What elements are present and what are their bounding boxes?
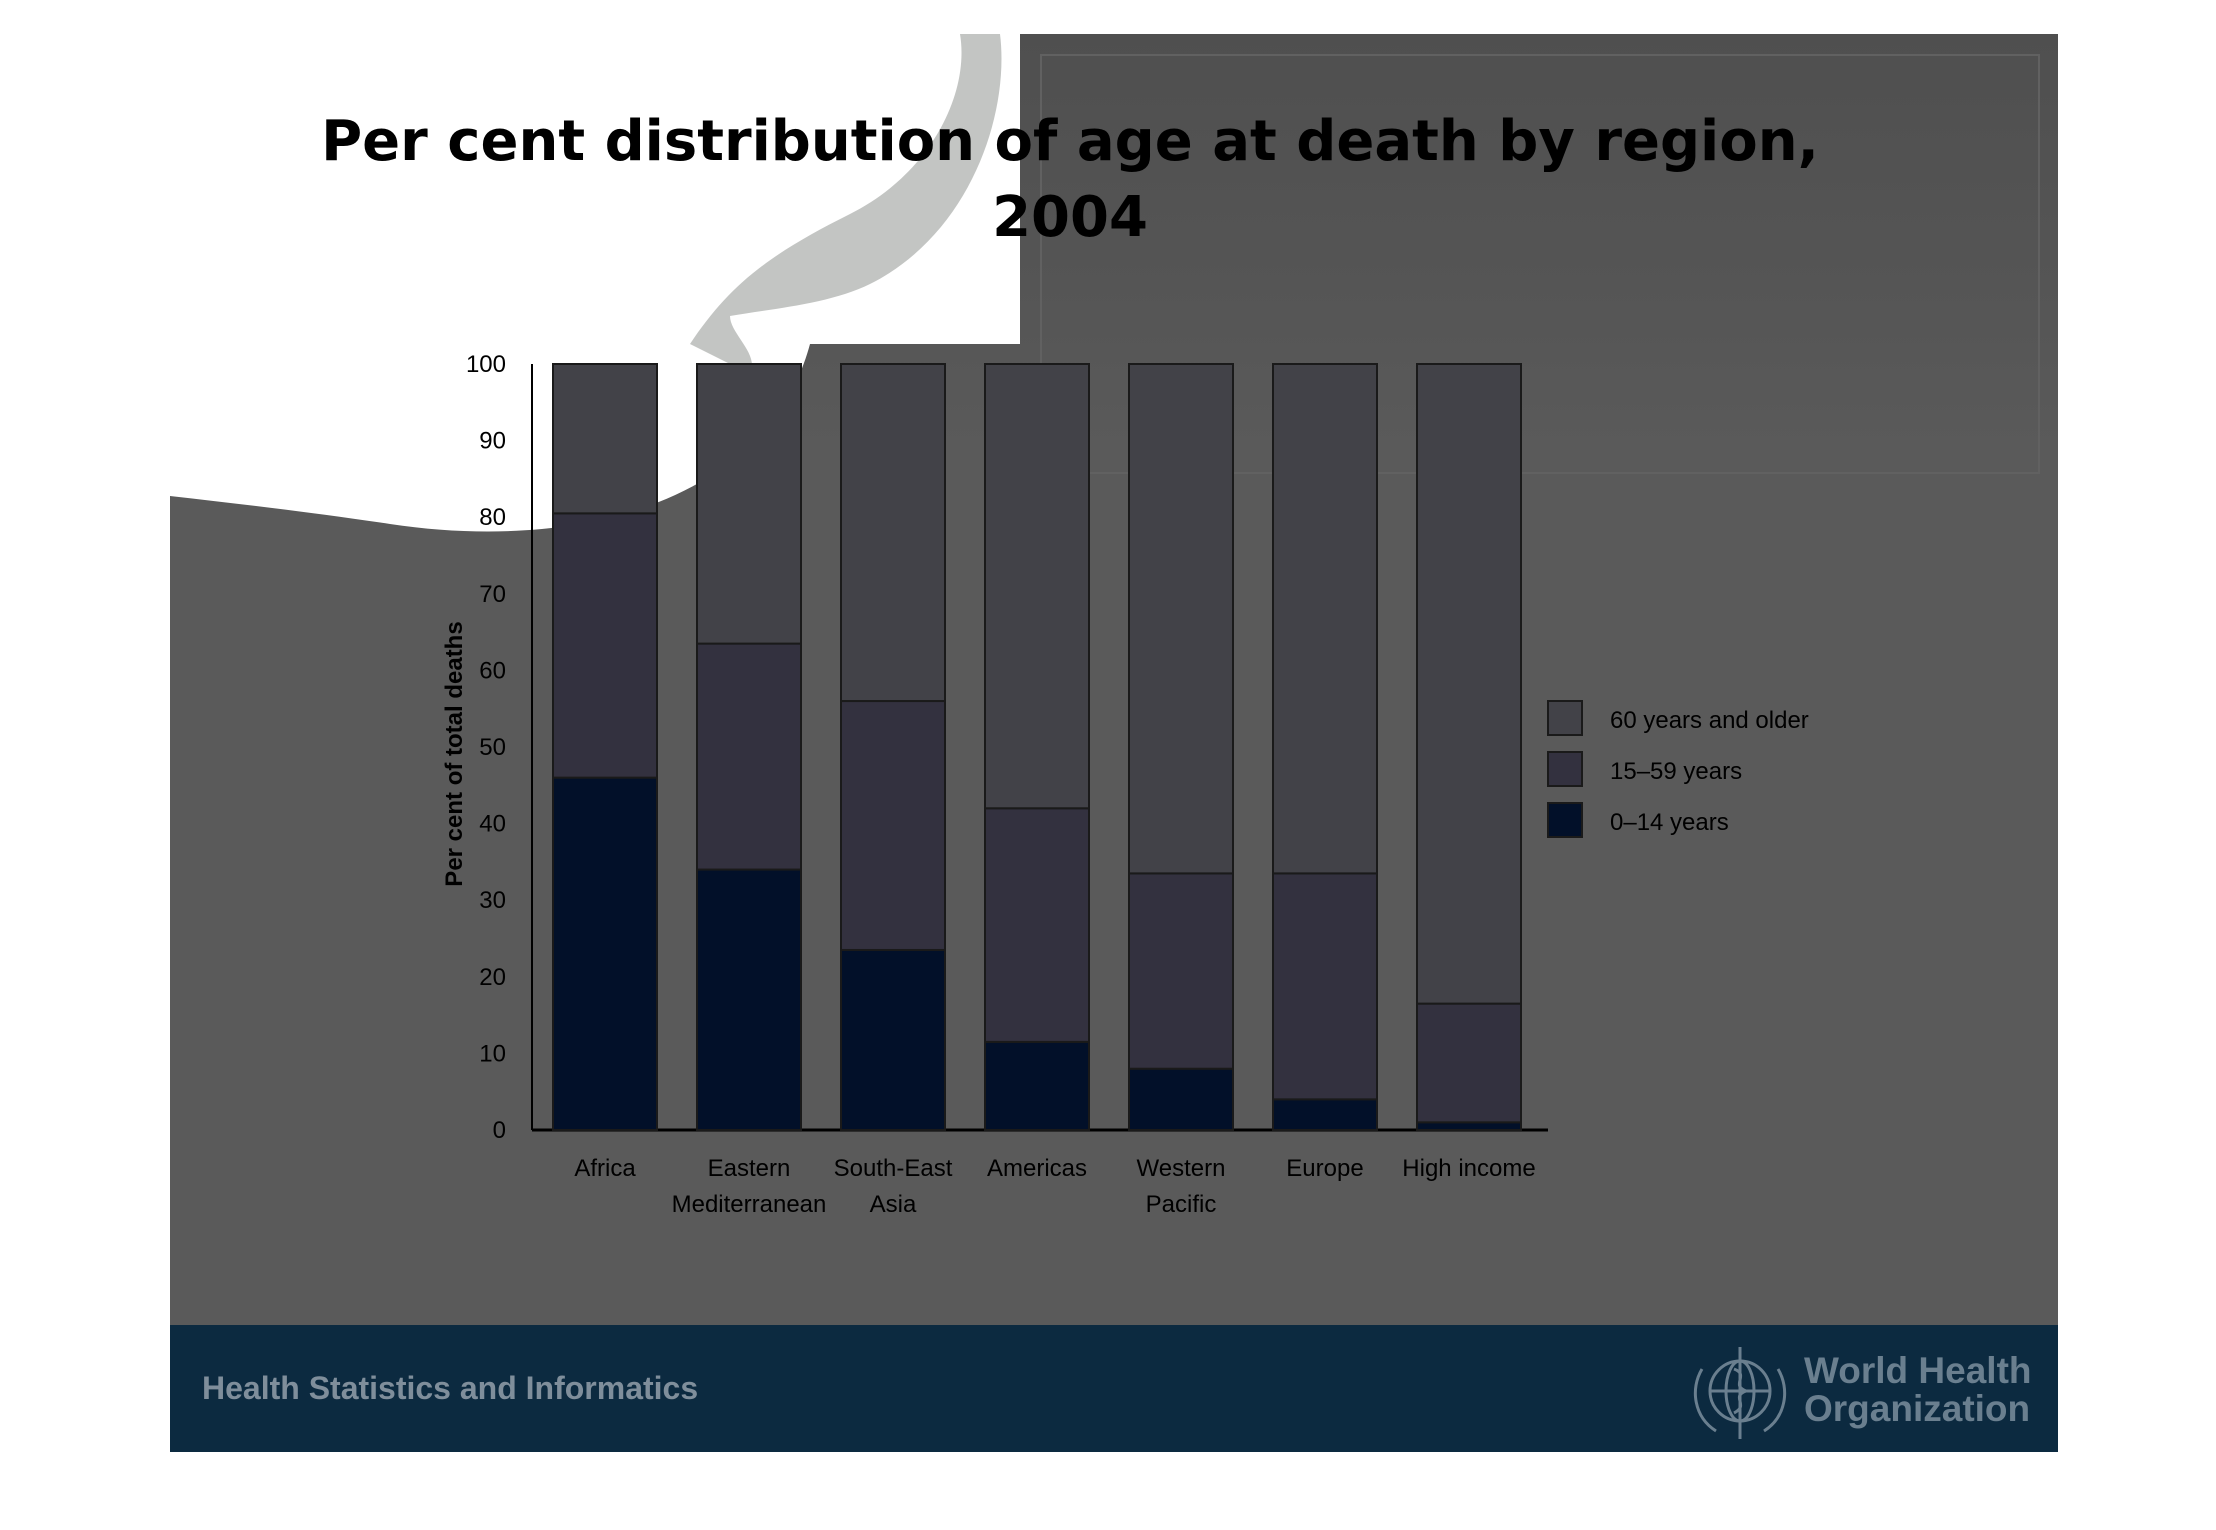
bar-segment [840, 700, 946, 951]
bar-segment [552, 363, 658, 515]
legend-label: 15–59 years [1610, 758, 1742, 785]
chart: 0 10 20 30 40 50 60 70 80 90 100 Africa Eastern Medit… [441, 351, 1809, 1218]
bar-segment [840, 363, 946, 703]
legend-swatch [1547, 802, 1583, 838]
x-tick-label: Pacific [1146, 1191, 1217, 1218]
footer-label: Health Statistics and Informatics [202, 1370, 699, 1406]
x-tick-label: Americas [987, 1155, 1087, 1182]
bar-segment [1416, 1121, 1522, 1131]
who-emblem-icon [1693, 1347, 1787, 1439]
y-tick-label: 20 [479, 964, 506, 991]
bar-segment [1272, 363, 1378, 875]
chart-title: Per cent distribution of age at death by… [321, 109, 1819, 250]
legend-label: 0–14 years [1610, 809, 1729, 836]
slide: Per cent distribution of age at death by… [170, 34, 2058, 1452]
bar-segment [1416, 1002, 1522, 1124]
y-tick-label: 40 [479, 811, 506, 838]
bar-segment [696, 363, 802, 645]
y-tick-label: 100 [466, 351, 506, 378]
x-tick-label: Asia [870, 1191, 917, 1218]
x-tick-label: Western [1137, 1155, 1226, 1182]
x-tick-label: South-East [834, 1155, 953, 1182]
y-tick-label: 80 [479, 504, 506, 531]
legend-label: 60 years and older [1610, 707, 1809, 734]
bar-segment [840, 948, 946, 1131]
bar-segment [552, 512, 658, 779]
organization-name-line1: World Health [1804, 1350, 2032, 1391]
x-tick-label: Eastern [708, 1155, 791, 1182]
bar-segment [984, 807, 1090, 1043]
y-tick-label: 60 [479, 657, 506, 684]
plot-area: 0 10 20 30 40 50 60 70 80 90 100 Africa Eastern Medit… [466, 351, 1548, 1218]
bar-segment [984, 363, 1090, 810]
bar-segment [984, 1040, 1090, 1131]
bar-segment [696, 868, 802, 1131]
bar-segment [1272, 872, 1378, 1101]
bar-segment [1128, 1067, 1234, 1131]
y-tick-label: 30 [479, 887, 506, 914]
slide-frame [1040, 54, 2040, 474]
y-tick-label: 50 [479, 734, 506, 761]
bar-segment [1272, 1098, 1378, 1131]
y-tick-label: 90 [479, 428, 506, 455]
y-tick-label: 10 [479, 1040, 506, 1067]
x-tick-label: High income [1402, 1155, 1535, 1182]
bar-segment [696, 642, 802, 871]
x-tick-label: Africa [574, 1155, 636, 1182]
bar-segment [1128, 872, 1234, 1070]
bar-segment [1416, 363, 1522, 1005]
legend-swatch [1547, 700, 1583, 736]
x-tick-label: Mediterranean [672, 1191, 827, 1218]
bar-segment [1128, 363, 1234, 875]
legend: 60 years and older 15–59 years 0–14 years [1547, 700, 1809, 838]
bar-segment [552, 776, 658, 1131]
organization-name-line2: Organization [1804, 1388, 2031, 1429]
white-overlay-shape [170, 34, 1020, 532]
legend-swatch [1547, 751, 1583, 787]
y-tick-label: 0 [493, 1117, 506, 1144]
organization-name: World Health Organization [1804, 1352, 2032, 1428]
y-tick-label: 70 [479, 581, 506, 608]
x-tick-label: Europe [1286, 1155, 1363, 1182]
y-axis-label: Per cent of total deaths [441, 621, 468, 886]
